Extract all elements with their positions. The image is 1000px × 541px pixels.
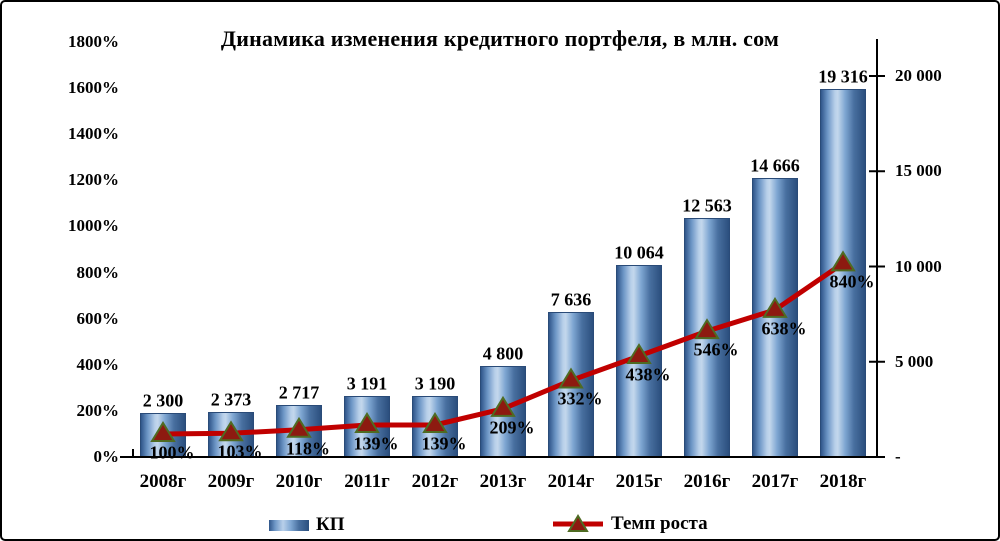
left-axis-tick-label: 200% xyxy=(76,400,120,420)
growth-rate-value-label: 438% xyxy=(625,364,671,385)
bar-value-label: 10 064 xyxy=(614,242,664,263)
growth-rate-value-label: 638% xyxy=(761,318,807,339)
left-axis-tick-label: 1600% xyxy=(68,78,119,98)
x-axis-category-label: 2008г xyxy=(139,471,187,492)
bar-value-label: 2 373 xyxy=(210,389,252,410)
left-axis-tick-label: 0% xyxy=(93,447,120,466)
right-axis-tick-label: 10 000 xyxy=(895,256,942,276)
bar-value-label: 19 316 xyxy=(818,66,868,87)
bar-series-swatch-icon xyxy=(269,519,309,531)
growth-rate-value-label: 546% xyxy=(693,339,739,360)
right-axis-tick-label: 15 000 xyxy=(895,161,942,181)
bar-value-label: 7 636 xyxy=(550,289,592,310)
left-axis-tick-label: 600% xyxy=(76,308,120,328)
bar-value-label: 3 191 xyxy=(346,373,388,394)
bar-value-label: 14 666 xyxy=(750,155,800,176)
x-axis-category-label: 2012г xyxy=(411,471,459,492)
bar-value-label: 3 190 xyxy=(414,373,456,394)
triangle-marker-icon xyxy=(218,420,244,442)
left-axis-tick-label: 1000% xyxy=(68,216,119,236)
right-axis-tick-label: - xyxy=(895,447,901,466)
chart-title: Динамика изменения кредитного портфеля, … xyxy=(220,26,780,51)
bar-value-label: 4 800 xyxy=(482,343,524,364)
x-axis-category-label: 2018г xyxy=(819,471,867,492)
x-axis-category-label: 2015г xyxy=(615,471,663,492)
growth-rate-value-label: 209% xyxy=(489,417,535,438)
triangle-marker-icon xyxy=(558,367,584,389)
x-axis-category-label: 2016г xyxy=(683,471,731,492)
left-axis-tick-label: 1400% xyxy=(68,124,119,144)
left-axis-tick-label: 1200% xyxy=(68,170,119,190)
growth-rate-value-label: 100% xyxy=(149,442,195,463)
left-axis-tick-label: 400% xyxy=(76,354,120,374)
right-axis-tick-label: 5 000 xyxy=(895,351,934,371)
bar-value-label: 12 563 xyxy=(682,195,732,216)
x-axis-category-label: 2011г xyxy=(344,471,390,492)
growth-rate-value-label: 103% xyxy=(217,441,263,462)
x-axis-category-label: 2009г xyxy=(207,471,255,492)
growth-rate-value-label: 139% xyxy=(353,433,399,454)
triangle-marker-icon xyxy=(762,296,788,318)
legend-label-kp: КП xyxy=(316,514,345,535)
x-axis-category-label: 2017г xyxy=(751,471,799,492)
growth-rate-value-label: 139% xyxy=(421,433,467,454)
triangle-marker-icon xyxy=(694,318,720,340)
triangle-marker-icon xyxy=(422,412,448,433)
triangle-marker-icon xyxy=(286,416,312,438)
line-series-swatch-icon xyxy=(553,514,603,532)
x-axis-category-label: 2013г xyxy=(479,471,527,492)
left-axis-tick-label: 800% xyxy=(76,262,120,282)
legend-item-temp-rosta: Темп роста xyxy=(552,513,708,535)
x-axis-category-label: 2014г xyxy=(547,471,595,492)
growth-rate-value-label: 332% xyxy=(557,388,603,409)
triangle-marker-icon xyxy=(830,250,856,272)
triangle-marker-icon xyxy=(490,395,516,417)
left-axis-tick-label: 1800% xyxy=(68,32,119,51)
bar-value-label: 2 300 xyxy=(142,390,184,411)
triangle-marker-icon xyxy=(626,343,652,365)
right-axis-tick-label: 20 000 xyxy=(895,66,942,85)
legend-label-temp-rosta: Темп роста xyxy=(611,513,708,534)
legend-item-kp: КП xyxy=(269,514,345,536)
triangle-marker-icon xyxy=(150,421,176,442)
bar-value-label: 2 717 xyxy=(278,382,320,403)
x-axis-category-label: 2010г xyxy=(275,471,323,492)
growth-rate-value-label: 118% xyxy=(285,438,331,459)
growth-rate-value-label: 840% xyxy=(829,271,875,292)
triangle-marker-icon xyxy=(354,412,380,433)
legend: КП Темп роста xyxy=(2,513,998,537)
